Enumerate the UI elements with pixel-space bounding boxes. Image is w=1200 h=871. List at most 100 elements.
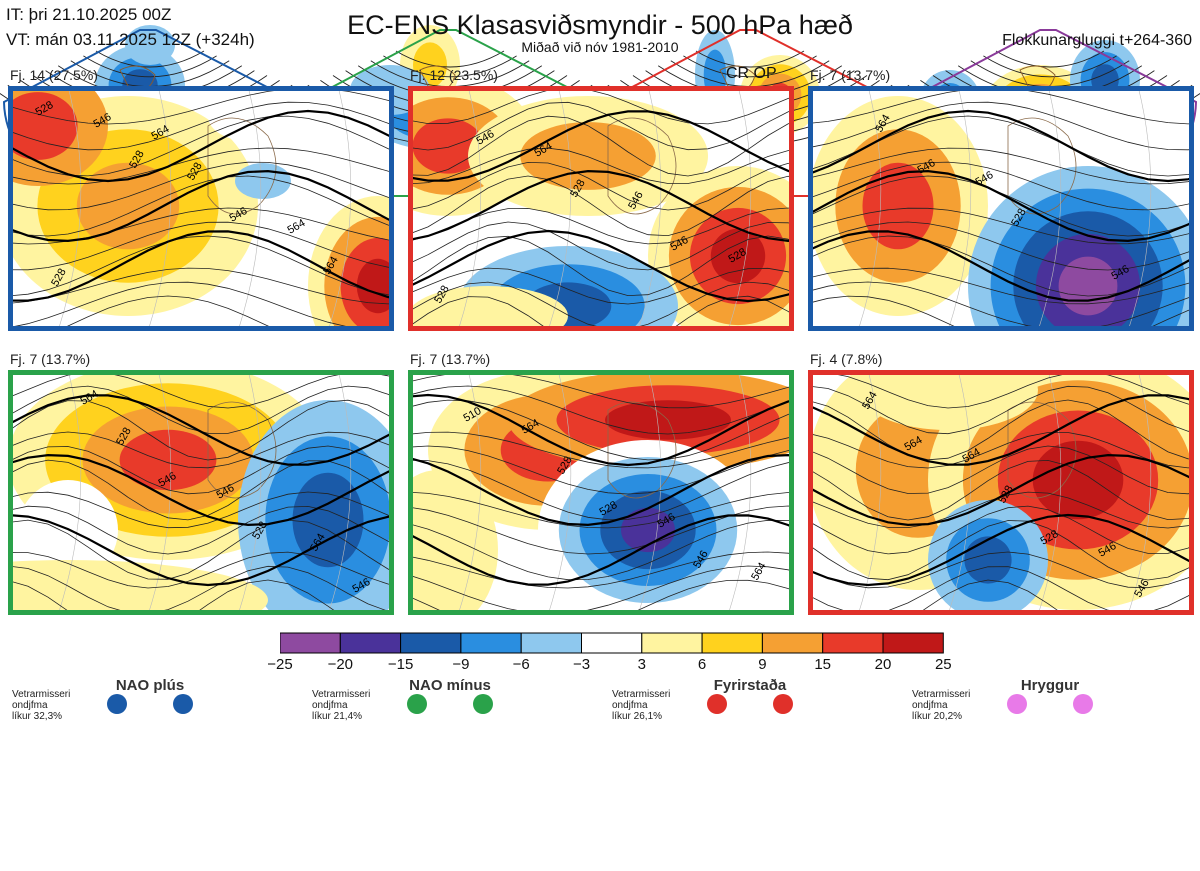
regime-center-dot xyxy=(473,694,493,714)
height-contour xyxy=(808,267,1194,305)
regime-name: NAO mínus xyxy=(409,677,491,694)
height-contour xyxy=(808,371,1194,409)
page-subtitle: Miðað við nóv 1981-2010 xyxy=(521,39,679,55)
panel-3-label: Fj. 7 (13.7%) xyxy=(810,67,891,83)
height-contour xyxy=(8,161,394,211)
height-contour xyxy=(408,491,794,529)
regime-contour xyxy=(983,55,1117,78)
height-contour-major xyxy=(408,393,794,467)
anomaly-shade xyxy=(8,560,268,615)
cluster-border xyxy=(408,86,794,331)
cluster-border xyxy=(8,370,394,615)
height-contour xyxy=(808,385,1194,435)
height-contour-major xyxy=(8,169,394,243)
anomaly-shade xyxy=(520,122,656,190)
regime-contour xyxy=(695,50,805,68)
height-contour xyxy=(808,161,1194,211)
height-contour xyxy=(8,565,394,615)
height-contour xyxy=(408,115,794,177)
graticule-line xyxy=(727,370,752,615)
colorbar-tick: 9 xyxy=(758,656,767,673)
height-contour xyxy=(8,445,394,495)
height-contour xyxy=(915,579,1194,615)
regime-probability-note: Vetrarmisseri ondjfma líkur 20,2% xyxy=(912,689,971,722)
graticule-line xyxy=(547,86,572,331)
cluster-map-4[interactable]: 546 528 546 528 546 564 564 xyxy=(8,370,394,615)
colorbar-tick: −3 xyxy=(572,656,591,673)
regime-center-dot xyxy=(1007,694,1027,714)
regime-probability-note: Vetrarmisseri ondjfma líkur 32,3% xyxy=(12,689,71,722)
panel-6-label: Fj. 4 (7.8%) xyxy=(810,351,883,367)
height-contour xyxy=(808,445,1194,495)
cluster-map-2[interactable]: 546 528 546 528 564 546 528 xyxy=(408,86,794,331)
cluster-border xyxy=(408,370,794,615)
height-contour-major xyxy=(8,513,394,587)
regime-name: NAO plús xyxy=(115,677,185,694)
coastline xyxy=(207,117,277,215)
anomaly-shade xyxy=(1032,440,1124,520)
graticule-line xyxy=(1127,86,1152,331)
height-contour xyxy=(8,281,394,331)
anomaly-shade xyxy=(408,470,498,615)
regime-probability-note: Vetrarmisseri ondjfma líkur 26,1% xyxy=(612,689,671,722)
height-contour xyxy=(408,551,794,589)
cluster-map-1[interactable]: 528 528 546 564 546 528 564 528 564 xyxy=(8,86,394,331)
height-contour xyxy=(408,431,794,469)
colorbar-tick: −9 xyxy=(452,656,470,673)
cluster-map-5[interactable]: 528 546 510 528 546 564 564 xyxy=(408,370,794,615)
regime-contour xyxy=(95,50,205,68)
height-contour xyxy=(408,519,794,581)
anomaly-colorbar xyxy=(280,632,944,654)
height-contour xyxy=(8,459,394,521)
height-contour xyxy=(8,399,394,461)
height-contour xyxy=(8,551,394,589)
height-contour-major xyxy=(408,169,794,243)
height-contour xyxy=(808,399,1194,461)
anomaly-shade xyxy=(621,507,675,553)
height-contour xyxy=(808,235,1194,297)
height-contour xyxy=(408,235,794,297)
colorbar-swatch xyxy=(822,632,884,654)
height-contour xyxy=(8,207,394,245)
init-time: IT: þri 21.10.2025 00Z xyxy=(6,5,172,24)
height-contour-major xyxy=(8,453,394,527)
cluster-map-3[interactable]: 546 528 546 564 546 xyxy=(808,86,1194,331)
height-contour xyxy=(808,281,1194,331)
height-contour xyxy=(808,520,1194,581)
height-contour xyxy=(408,295,794,331)
regime-anomaly xyxy=(125,25,175,65)
graticule-line xyxy=(1127,370,1152,615)
anomaly-shade xyxy=(292,472,364,568)
regime-probability-note: Vetrarmisseri ondjfma líkur 21,4% xyxy=(312,689,371,722)
graticule-line xyxy=(147,370,172,615)
height-contour xyxy=(8,115,394,177)
anomaly-shade xyxy=(119,429,217,491)
height-contour xyxy=(808,147,1194,185)
height-contour xyxy=(808,551,1194,589)
panel-2-label: Fj. 12 (23.5%) xyxy=(410,67,498,83)
colorbar-tick: −15 xyxy=(387,656,414,673)
height-contour-major xyxy=(808,230,1194,302)
height-contour-major xyxy=(8,109,394,183)
graticule-line xyxy=(857,86,882,331)
colorbar-swatch xyxy=(761,632,824,654)
coastline xyxy=(1007,117,1077,215)
height-contour xyxy=(808,221,1194,271)
height-contour xyxy=(8,175,394,237)
anomaly-shade xyxy=(356,258,394,314)
regime-contour xyxy=(83,55,217,78)
classification-window: Flokkunargluggi t+264-360 xyxy=(1002,32,1192,49)
anomaly-shade xyxy=(8,92,78,160)
valid-time: VT: mán 03.11.2025 12Z (+324h) xyxy=(6,30,255,49)
height-contour xyxy=(808,295,1194,331)
height-contour xyxy=(408,267,794,305)
height-contour xyxy=(8,101,394,151)
height-contour-major xyxy=(8,394,394,466)
height-contour xyxy=(8,519,394,580)
cluster-map-6[interactable]: 528 546 564 528 546 564 564 xyxy=(808,370,1194,615)
colorbar-tick: 20 xyxy=(874,656,892,673)
height-contour-major xyxy=(408,514,794,586)
